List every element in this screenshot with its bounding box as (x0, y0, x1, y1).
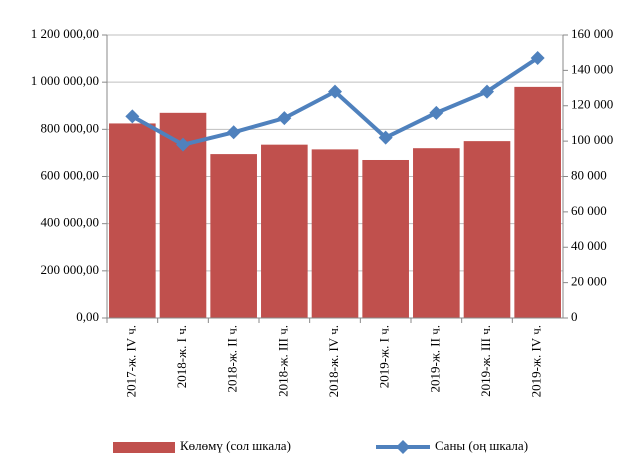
bar (362, 159, 409, 318)
y-tick-label: 600 000,00 (41, 167, 100, 182)
marker (277, 111, 292, 126)
x-tick-label: 2019-ж. IV ч. (529, 325, 544, 397)
x-tick-label: 2018-ж. III ч. (275, 325, 290, 397)
y-tick-label: 1 000 000,00 (31, 73, 99, 88)
bar (413, 148, 460, 318)
marker (429, 105, 444, 120)
y2-tick-label: 140 000 (571, 61, 613, 76)
marker (480, 84, 494, 99)
legend-label: Көлөмү (сол шкала) (180, 438, 291, 453)
x-tick-label: 2018-ж. IV ч. (326, 325, 341, 397)
marker (328, 84, 342, 99)
y-tick-label: 400 000,00 (41, 215, 100, 230)
y2-tick-label: 80 000 (571, 167, 607, 182)
legend-swatch (113, 442, 175, 453)
y-tick-label: 0,00 (76, 309, 99, 324)
bar (514, 86, 561, 318)
legend-marker (396, 440, 410, 454)
y2-tick-label: 60 000 (571, 203, 607, 218)
x-tick-label: 2018-ж. I ч. (174, 325, 189, 388)
y2-tick-label: 100 000 (571, 132, 613, 147)
legend-label: Саны (оң шкала) (435, 438, 528, 453)
marker (530, 50, 545, 65)
y2-tick-label: 20 000 (571, 274, 607, 289)
y-tick-label: 800 000,00 (41, 120, 100, 135)
marker (176, 137, 190, 152)
bar (109, 123, 156, 318)
y-tick-label: 1 200 000,00 (31, 26, 99, 41)
x-tick-label: 2019-ж. I ч. (377, 325, 392, 388)
x-tick-label: 2018-ж. II ч. (225, 325, 240, 393)
bar (463, 141, 511, 318)
x-tick-label: 2019-ж. III ч. (478, 325, 493, 397)
y2-tick-label: 160 000 (571, 26, 613, 41)
y2-tick-label: 0 (571, 309, 578, 324)
marker (125, 109, 140, 124)
marker (226, 125, 241, 140)
x-tick-label: 2017-ж. IV ч. (123, 325, 138, 397)
bar (210, 154, 257, 318)
bar (261, 144, 308, 318)
y-tick-label: 200 000,00 (41, 262, 100, 277)
x-tick-label: 2019-ж. II ч. (427, 325, 442, 393)
marker (378, 130, 393, 145)
y2-tick-label: 120 000 (571, 97, 613, 112)
bar (311, 149, 359, 318)
y2-tick-label: 40 000 (571, 238, 607, 253)
